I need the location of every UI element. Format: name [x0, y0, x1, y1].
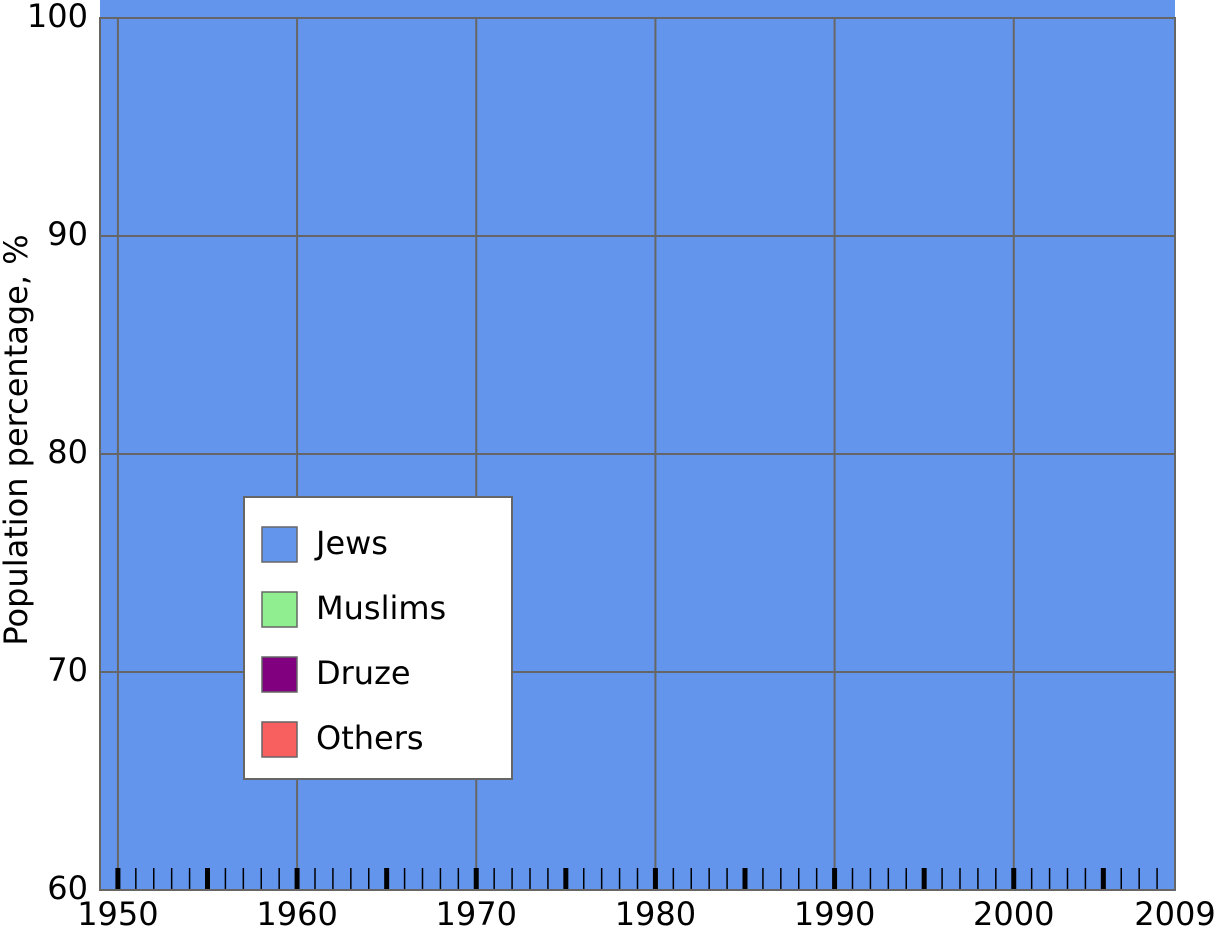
y-tick-label: 100 — [27, 0, 88, 35]
x-tick-label: 1950 — [77, 895, 158, 932]
legend: Jews Muslims Druze Others — [243, 496, 513, 780]
legend-label: Muslims — [316, 589, 446, 627]
legend-swatch — [261, 656, 298, 693]
legend-label: Druze — [316, 654, 411, 692]
plot-border — [99, 17, 1176, 891]
x-tick-label: 2009 — [1134, 895, 1215, 932]
y-tick-label: 70 — [47, 651, 88, 689]
legend-swatch — [261, 721, 298, 758]
y-tick-label: 80 — [47, 433, 88, 471]
y-tick-label: 60 — [47, 869, 88, 907]
legend-label: Jews — [314, 524, 388, 562]
x-tick-label: 2000 — [973, 895, 1054, 932]
y-tick-label: 90 — [47, 215, 88, 253]
x-tick-label: 1960 — [256, 895, 337, 932]
legend-label: Others — [316, 719, 424, 757]
y-axis-label: Population percentage, % — [0, 234, 35, 645]
x-tick-label: 1970 — [436, 895, 517, 932]
x-tick-label: 1980 — [615, 895, 696, 932]
x-tick-label: 1990 — [794, 895, 875, 932]
legend-swatch — [261, 591, 298, 628]
legend-swatch — [261, 526, 298, 563]
